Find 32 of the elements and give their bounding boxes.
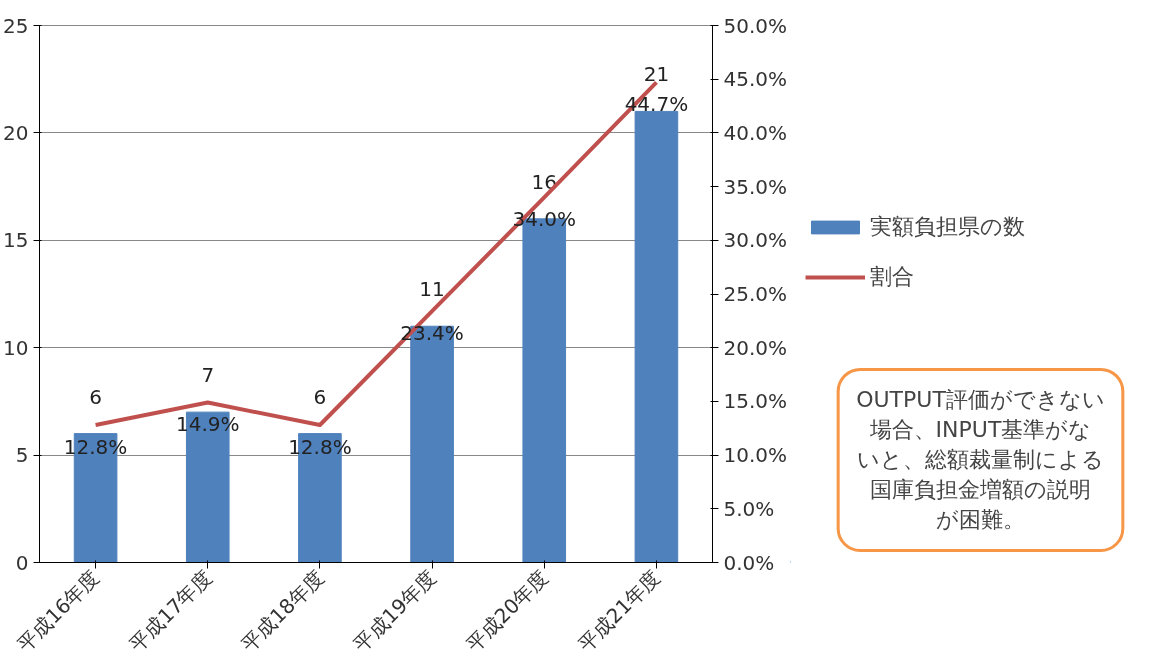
y-tick-label: 5 <box>15 443 29 468</box>
y2-tick-label: 30.0% <box>723 228 788 253</box>
y-tick-label: 10 <box>3 335 29 360</box>
y-tick-label: 20 <box>3 120 29 145</box>
x-tick-label: 平成21年度 <box>573 565 665 657</box>
y2-tick-label: 20.0% <box>723 335 788 360</box>
y2-tick-label: 10.0% <box>723 443 788 468</box>
y-tick-label: 0 <box>15 550 29 575</box>
bar <box>634 110 679 563</box>
y2-tick-label: 50.0% <box>723 13 788 38</box>
data-label: 34.0% <box>512 207 577 232</box>
x-tick-label: 平成20年度 <box>461 565 553 657</box>
data-label: 11 <box>419 277 445 302</box>
x-tick-label: 平成18年度 <box>236 565 329 657</box>
text: OUTPUT評価ができない場合、INPUT基準がないと、総額裁量制による国庫負担金増額の説明が困難。 <box>856 387 1105 533</box>
y2-tick-label: 5.0% <box>723 496 775 521</box>
y-tick-label: 25 <box>3 13 29 38</box>
legend-label: 実額負担県の数 <box>870 213 1025 241</box>
y2-tick-label: 40.0% <box>723 120 788 145</box>
y2-tick-label: 0.0% <box>723 550 775 575</box>
data-label: 7 <box>201 363 215 388</box>
data-label: 6 <box>89 384 102 409</box>
legend-label: 割合 <box>870 263 914 291</box>
y2-tick-label: 15.0% <box>723 389 788 414</box>
data-label: 21 <box>643 62 670 87</box>
y2-tick-label: 25.0% <box>723 282 788 306</box>
data-label: 6 <box>313 384 327 409</box>
y2-tick-label: 45.0% <box>723 67 788 92</box>
y2-tick-label: 35.0% <box>723 174 788 199</box>
y-tick-label: 15 <box>3 228 29 253</box>
x-tick-label: 平成17年度 <box>124 565 217 657</box>
x-tick-label: 平成19年度 <box>349 565 441 657</box>
